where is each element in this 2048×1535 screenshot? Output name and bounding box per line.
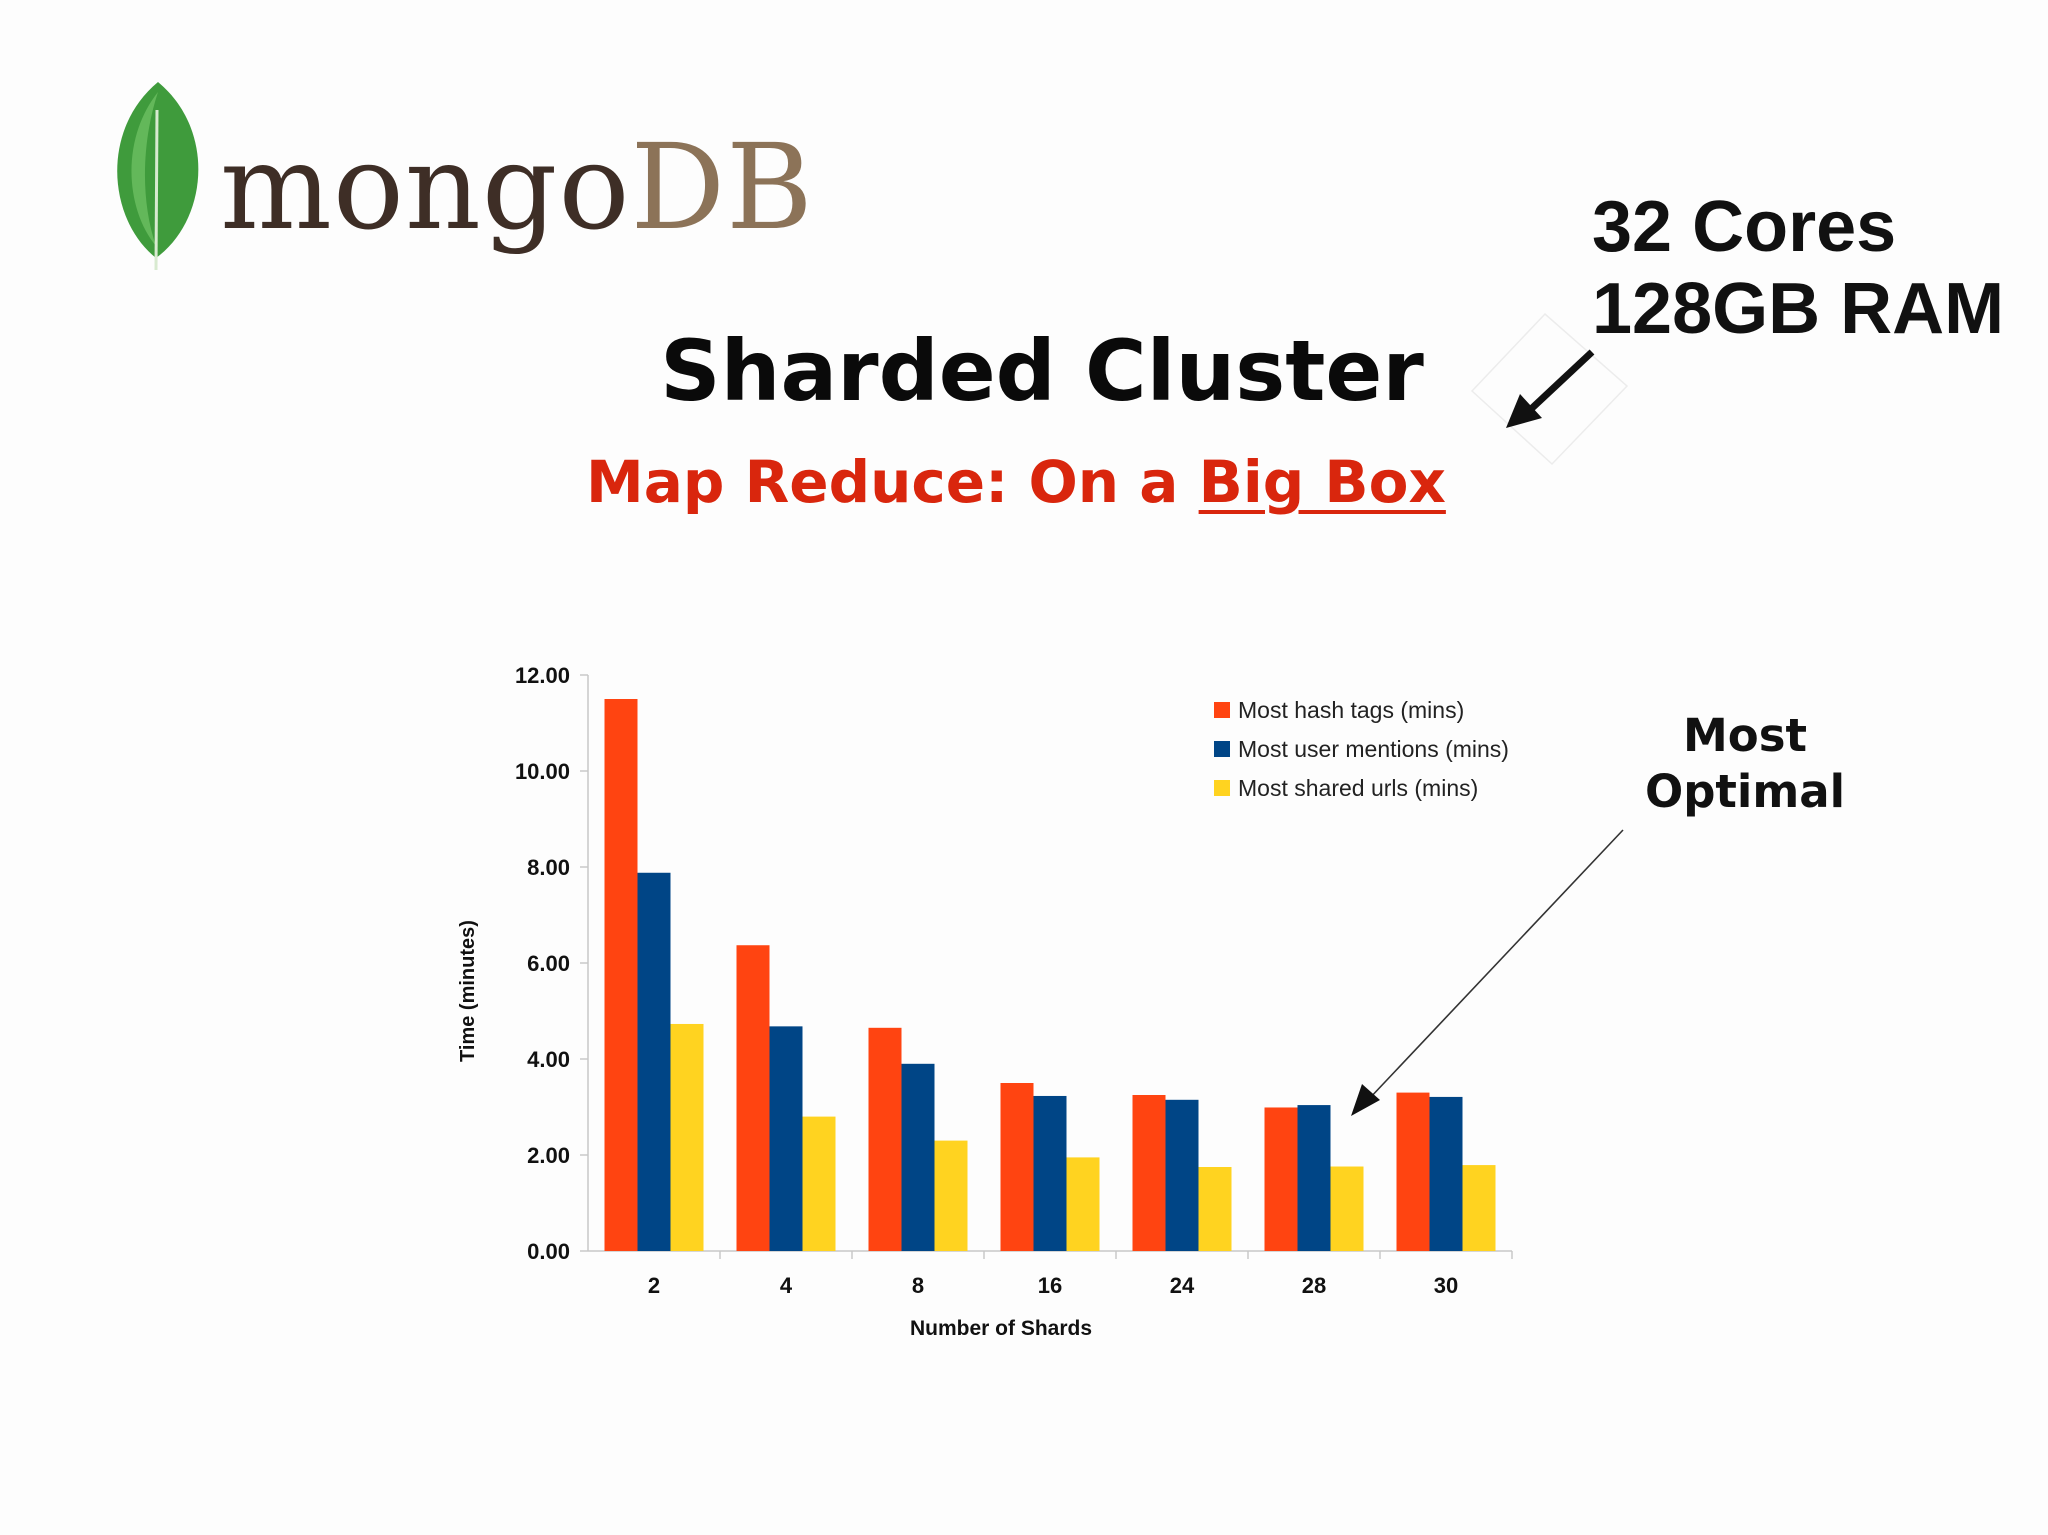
legend-label: Most shared urls (mins) <box>1238 775 1478 801</box>
y-tick-label: 4.00 <box>527 1047 570 1072</box>
y-axis-label: Time (minutes) <box>457 920 479 1062</box>
bar <box>934 1140 968 1251</box>
bar <box>1165 1099 1199 1251</box>
y-tick-label: 10.00 <box>515 759 570 784</box>
subtitle-prefix: Map Reduce: On a <box>586 448 1199 516</box>
hardware-specs: 32 Cores 128GB RAM <box>1592 186 2004 350</box>
callout-line2: Optimal <box>1644 765 1846 818</box>
x-tick-label: 2 <box>648 1273 660 1298</box>
bar <box>1066 1157 1100 1251</box>
legend-label: Most hash tags (mins) <box>1238 697 1464 723</box>
y-axis: 0.00 2.00 4.00 6.00 8.00 10.00 12.00 <box>515 663 589 1264</box>
mongodb-logo <box>117 82 199 271</box>
slide-subtitle: Map Reduce: On a Big Box <box>586 448 1446 516</box>
bar <box>901 1063 935 1251</box>
legend-label: Most user mentions (mins) <box>1238 736 1509 762</box>
logo-wordmark: mongoDB <box>220 118 814 256</box>
bar <box>670 1023 704 1251</box>
specs-ram: 128GB RAM <box>1592 269 2005 349</box>
bar <box>1462 1165 1496 1251</box>
y-tick-label: 12.00 <box>515 663 570 688</box>
y-tick-label: 8.00 <box>527 855 570 880</box>
bar <box>1297 1105 1331 1251</box>
bar <box>868 1027 902 1251</box>
y-tick-label: 0.00 <box>527 1239 570 1264</box>
bar <box>1396 1092 1430 1251</box>
bar <box>1000 1083 1034 1251</box>
bar <box>1264 1107 1298 1251</box>
bar <box>769 1026 803 1251</box>
bar <box>802 1116 836 1251</box>
bar <box>1198 1167 1232 1251</box>
bar <box>1132 1095 1166 1251</box>
callout-line1: Most <box>1683 709 1807 762</box>
callout-arrow-head <box>1351 1084 1380 1116</box>
bar <box>1033 1095 1067 1251</box>
legend-swatch <box>1214 780 1230 796</box>
legend: Most hash tags (mins) Most user mentions … <box>1214 697 1509 801</box>
specs-cores: 32 Cores <box>1592 187 1897 267</box>
legend-swatch <box>1214 702 1230 718</box>
y-tick-label: 6.00 <box>527 951 570 976</box>
slide-title: Sharded Cluster <box>660 322 1424 420</box>
most-optimal-callout: Most Optimal <box>1620 708 1870 820</box>
leaf-stem <box>154 109 159 271</box>
specs-arrow-head <box>1506 394 1542 428</box>
legend-swatch <box>1214 741 1230 757</box>
bar <box>637 872 671 1251</box>
leaf-highlight <box>131 92 158 246</box>
bar <box>1330 1166 1364 1251</box>
x-axis-label: Number of Shards <box>910 1317 1092 1340</box>
subtitle-emphasis: Big Box <box>1198 448 1446 516</box>
logo-db-text: DB <box>630 118 814 256</box>
bar <box>604 699 638 1251</box>
arrow-box-outline <box>1470 312 1629 466</box>
x-tick-label: 8 <box>912 1273 924 1298</box>
x-tick-label: 24 <box>1170 1273 1195 1298</box>
specs-arrow-shaft <box>1527 349 1595 413</box>
x-tick-label: 4 <box>780 1273 793 1298</box>
callout-arrow-shaft <box>1367 829 1624 1101</box>
logo-mongo-text: mongo <box>220 118 631 256</box>
bars <box>604 699 1496 1251</box>
bar <box>1429 1096 1463 1251</box>
y-tick-label: 2.00 <box>527 1143 570 1168</box>
x-tick-label: 30 <box>1434 1273 1458 1298</box>
bar <box>736 945 770 1251</box>
x-tick-label: 16 <box>1038 1273 1062 1298</box>
x-tick-label: 28 <box>1302 1273 1326 1298</box>
